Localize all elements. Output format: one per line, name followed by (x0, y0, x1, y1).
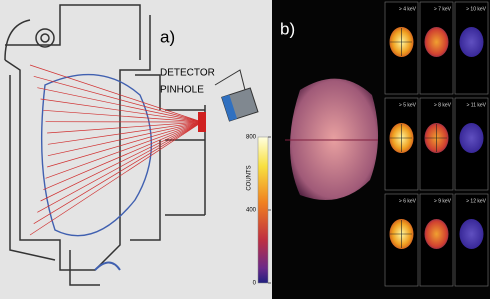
energy-label: > 6 keV (399, 198, 417, 204)
colorbar-label: COUNTS (247, 165, 253, 190)
energy-label: > 7 keV (434, 6, 452, 12)
energy-image (460, 123, 484, 153)
energy-image (460, 219, 484, 249)
plasma-image (290, 79, 378, 200)
energy-label: > 4 keV (399, 6, 417, 12)
energy-label: > 12 keV (466, 198, 487, 204)
colorbar (258, 137, 268, 283)
energy-image (425, 219, 449, 249)
colorbar-tick-label: 400 (246, 208, 257, 214)
energy-image (425, 27, 449, 57)
energy-label: > 8 keV (434, 102, 452, 108)
energy-label: > 5 keV (399, 102, 417, 108)
energy-label: > 9 keV (434, 198, 452, 204)
colorbar-tick-label: 800 (246, 135, 257, 141)
detector-label: DETECTOR (160, 68, 215, 79)
panel-label: b) (280, 19, 295, 38)
energy-label: > 11 keV (466, 102, 486, 108)
energy-label: > 10 keV (466, 6, 487, 12)
energy-panels: > 4 keV > 7 keV > 10 keV > 5 keV > 8 keV > 11… (385, 2, 488, 286)
panel-label: a) (160, 27, 175, 46)
pinhole-label: PINHOLE (160, 85, 204, 96)
figure: a) DETECTOR PINHOLE b) COUNTS 8004000 > … (0, 0, 490, 299)
energy-image (460, 27, 484, 57)
pinhole-mark (198, 112, 206, 132)
